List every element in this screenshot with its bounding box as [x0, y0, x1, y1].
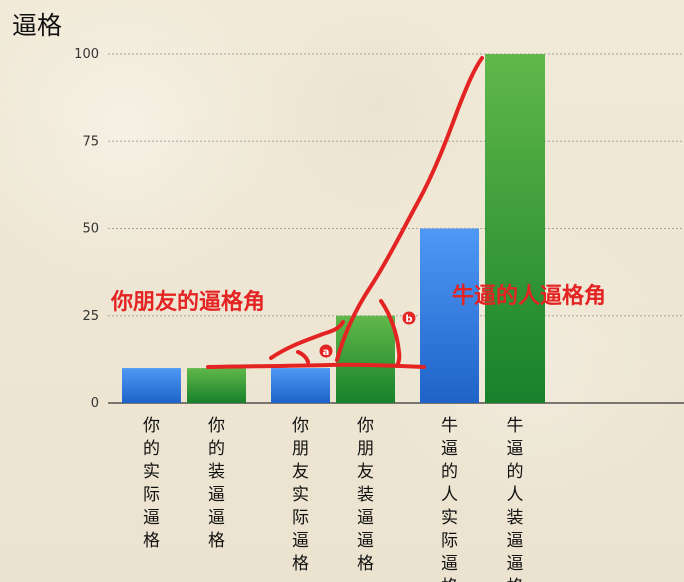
x-tick-label-char: 你: [292, 416, 309, 436]
annotation-right-text: 牛逼的人逼格角: [452, 283, 606, 309]
annotation-b-label: b: [405, 314, 412, 325]
x-tick-label-char: 你: [208, 416, 225, 436]
y-tick-label-25: 25: [82, 309, 99, 324]
x-tick-label-char: 逼: [208, 485, 225, 505]
annotation-left-curve: [269, 320, 345, 360]
x-tick-label-char: 逼: [143, 508, 160, 528]
annotation-b-marker: [402, 311, 416, 325]
annotation-baseline-line: [206, 362, 426, 369]
x-tick-label-char: 的: [143, 439, 160, 459]
x-tick-label-char: 你: [143, 416, 160, 436]
x-tick-label-char: 格: [143, 531, 160, 551]
x-tick-label-char: 际: [292, 508, 309, 528]
x-tick-label-char: 格: [208, 531, 225, 551]
x-tick-label-char: 友: [292, 462, 309, 482]
y-tick-label-100: 100: [74, 47, 99, 62]
x-tick-label-char: 逼: [292, 531, 309, 551]
x-tick-label-char: 际: [143, 485, 160, 505]
x-tick-label-char: 逼: [507, 554, 524, 574]
x-tick-label-char: 装: [507, 508, 524, 528]
bar-6: [485, 54, 545, 403]
x-tick-label-char: 格: [507, 577, 524, 582]
y-tick-label-50: 50: [82, 222, 99, 237]
x-tick-label-char: 实: [441, 508, 458, 528]
x-tick-label-char: 牛: [507, 416, 524, 436]
x-tick-label-char: 实: [292, 485, 309, 505]
x-tick-label-char: 牛: [441, 416, 458, 436]
annotation-left-text: 你朋友的逼格角: [110, 289, 265, 315]
x-tick-label-char: 装: [357, 485, 374, 505]
x-tick-label-char: 格: [292, 554, 309, 574]
bar-4: [336, 315, 395, 403]
annotation-a-marker: [319, 344, 333, 358]
x-tick-label-char: 逼: [357, 508, 374, 528]
x-tick-label-char: 的: [441, 462, 458, 482]
x-tick-label-char: 装: [208, 462, 225, 482]
bar-3: [271, 368, 330, 403]
bar-2: [187, 368, 246, 403]
y-tick-label-75: 75: [82, 134, 99, 149]
x-tick-label-char: 的: [208, 439, 225, 459]
x-tick-label-char: 逼: [507, 439, 524, 459]
x-tick-label-char: 逼: [357, 531, 374, 551]
x-tick-label-char: 逼: [441, 439, 458, 459]
annotation-layer: a b 你朋友的逼格角 牛逼的人逼格角: [110, 56, 606, 369]
x-tick-label-char: 朋: [357, 439, 374, 459]
chart-title: 逼格: [12, 11, 63, 40]
bar-5: [420, 228, 479, 403]
y-tick-label-0: 0: [91, 396, 99, 411]
annotation-right-notch: [379, 299, 402, 368]
annotation-right-rise: [335, 56, 484, 362]
x-tick-label-5: 牛逼的人实际逼格: [441, 416, 458, 582]
x-tick-label-char: 人: [507, 485, 524, 505]
x-tick-label-char: 人: [441, 485, 458, 505]
x-tick-label-char: 格: [441, 577, 458, 582]
x-tick-label-char: 格: [357, 554, 374, 574]
x-tick-label-char: 朋: [292, 439, 309, 459]
x-tick-label-char: 的: [507, 462, 524, 482]
x-tick-label-char: 实: [143, 462, 160, 482]
x-tick-label-char: 你: [357, 416, 374, 436]
x-tick-label-char: 逼: [441, 554, 458, 574]
x-tick-label-6: 牛逼的人装逼逼格: [507, 416, 524, 582]
x-tick-label-char: 逼: [208, 508, 225, 528]
annotation-a-label: a: [323, 347, 330, 358]
x-tick-label-char: 逼: [507, 531, 524, 551]
annotation-left-notch: [296, 350, 310, 364]
bar-1: [122, 368, 181, 403]
x-tick-label-char: 际: [441, 531, 458, 551]
x-tick-label-char: 友: [357, 462, 374, 482]
